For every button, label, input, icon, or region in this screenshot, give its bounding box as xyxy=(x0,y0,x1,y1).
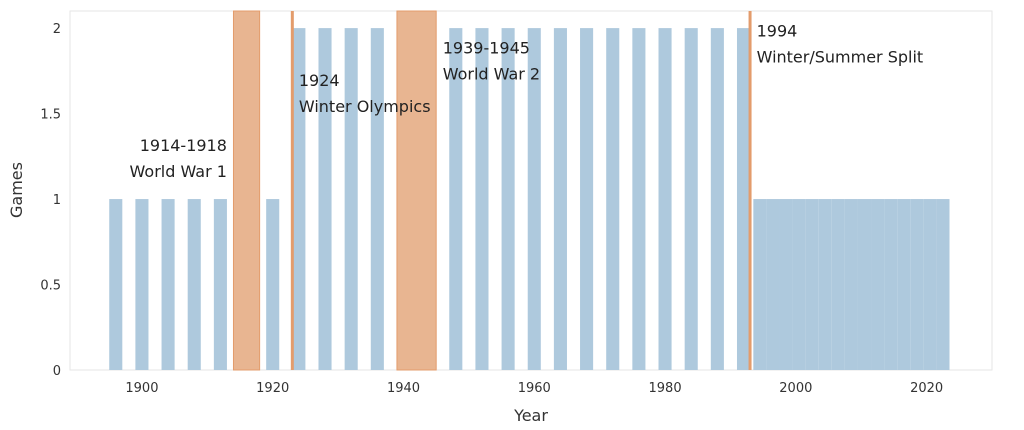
event-lines xyxy=(290,11,752,370)
bar-1952 xyxy=(475,28,489,370)
y-tick-label: 0 xyxy=(53,364,61,379)
bar-1972 xyxy=(606,28,620,370)
bar-1988 xyxy=(710,28,724,370)
bar-1912 xyxy=(213,199,227,370)
bar-1964 xyxy=(553,28,567,370)
bar-1908 xyxy=(187,199,201,370)
bar-1994 xyxy=(753,199,767,370)
bar-2012 xyxy=(871,199,885,370)
bar-1948 xyxy=(449,28,463,370)
bar-1924 xyxy=(292,28,306,370)
y-ticks: 0 0.5 1 1.5 2 xyxy=(40,22,61,379)
bar-1984 xyxy=(684,28,698,370)
x-tick-label: 2020 xyxy=(910,381,943,396)
shaded-period-1 xyxy=(396,10,437,371)
bar-2018 xyxy=(910,199,924,370)
bar-2002 xyxy=(805,199,819,370)
bar-2022 xyxy=(936,199,950,370)
annotation-3: 1994 Winter/Summer Split xyxy=(757,22,924,67)
bar-1968 xyxy=(580,28,594,370)
bars xyxy=(109,28,950,370)
bar-1960 xyxy=(527,28,541,370)
annotation-line1: 1914-1918 xyxy=(140,136,227,155)
annotation-1: 1924 Winter Olympics xyxy=(299,71,431,116)
annotation-line2: World War 1 xyxy=(130,162,227,181)
bar-2016 xyxy=(897,199,911,370)
bar-2010 xyxy=(857,199,872,370)
annotation-line2: Winter/Summer Split xyxy=(757,48,924,67)
shaded-period-0 xyxy=(232,10,261,371)
x-tick-label: 1900 xyxy=(125,381,158,396)
shaded-periods xyxy=(232,10,437,371)
x-tick-label: 1920 xyxy=(256,381,289,396)
bar-1996 xyxy=(766,199,780,370)
bar-1998 xyxy=(779,199,793,370)
y-axis-label: Games xyxy=(7,162,26,218)
bar-2006 xyxy=(831,199,845,370)
y-tick-label: 2 xyxy=(53,22,61,37)
y-tick-label: 1 xyxy=(53,193,61,208)
x-tick-label: 1960 xyxy=(518,381,551,396)
annotation-line2: World War 2 xyxy=(443,65,540,84)
bar-2008 xyxy=(844,199,858,370)
bar-2004 xyxy=(818,199,832,370)
bar-1980 xyxy=(658,28,672,370)
annotation-0: 1914-1918 World War 1 xyxy=(130,136,227,181)
bar-1920 xyxy=(266,199,280,370)
x-tick-label: 1940 xyxy=(387,381,420,396)
x-tick-label: 2000 xyxy=(779,381,812,396)
bar-2000 xyxy=(792,199,806,370)
annotation-2: 1939-1945 World War 2 xyxy=(443,39,540,84)
bar-1900 xyxy=(135,199,149,370)
bar-1896 xyxy=(109,199,123,370)
annotation-line1: 1994 xyxy=(757,22,798,41)
event-line-1993 xyxy=(748,11,752,370)
event-line-1923 xyxy=(290,11,294,370)
y-tick-label: 1.5 xyxy=(40,108,61,123)
x-axis-label: Year xyxy=(513,406,548,425)
bar-2020 xyxy=(923,199,937,370)
x-ticks: 1900 1920 1940 1960 1980 2000 2020 xyxy=(125,381,943,396)
bar-1936 xyxy=(370,28,384,370)
annotation-line2: Winter Olympics xyxy=(299,97,431,116)
bar-1956 xyxy=(501,28,515,370)
bar-1976 xyxy=(632,28,646,370)
y-tick-label: 0.5 xyxy=(40,279,61,294)
annotation-line1: 1939-1945 xyxy=(443,39,530,58)
bar-2014 xyxy=(884,199,898,370)
x-tick-label: 1980 xyxy=(649,381,682,396)
annotation-line1: 1924 xyxy=(299,71,340,90)
bar-1928 xyxy=(318,28,332,370)
bar-1904 xyxy=(161,199,175,370)
bar-1992 xyxy=(736,28,751,370)
bar-1932 xyxy=(344,28,358,370)
